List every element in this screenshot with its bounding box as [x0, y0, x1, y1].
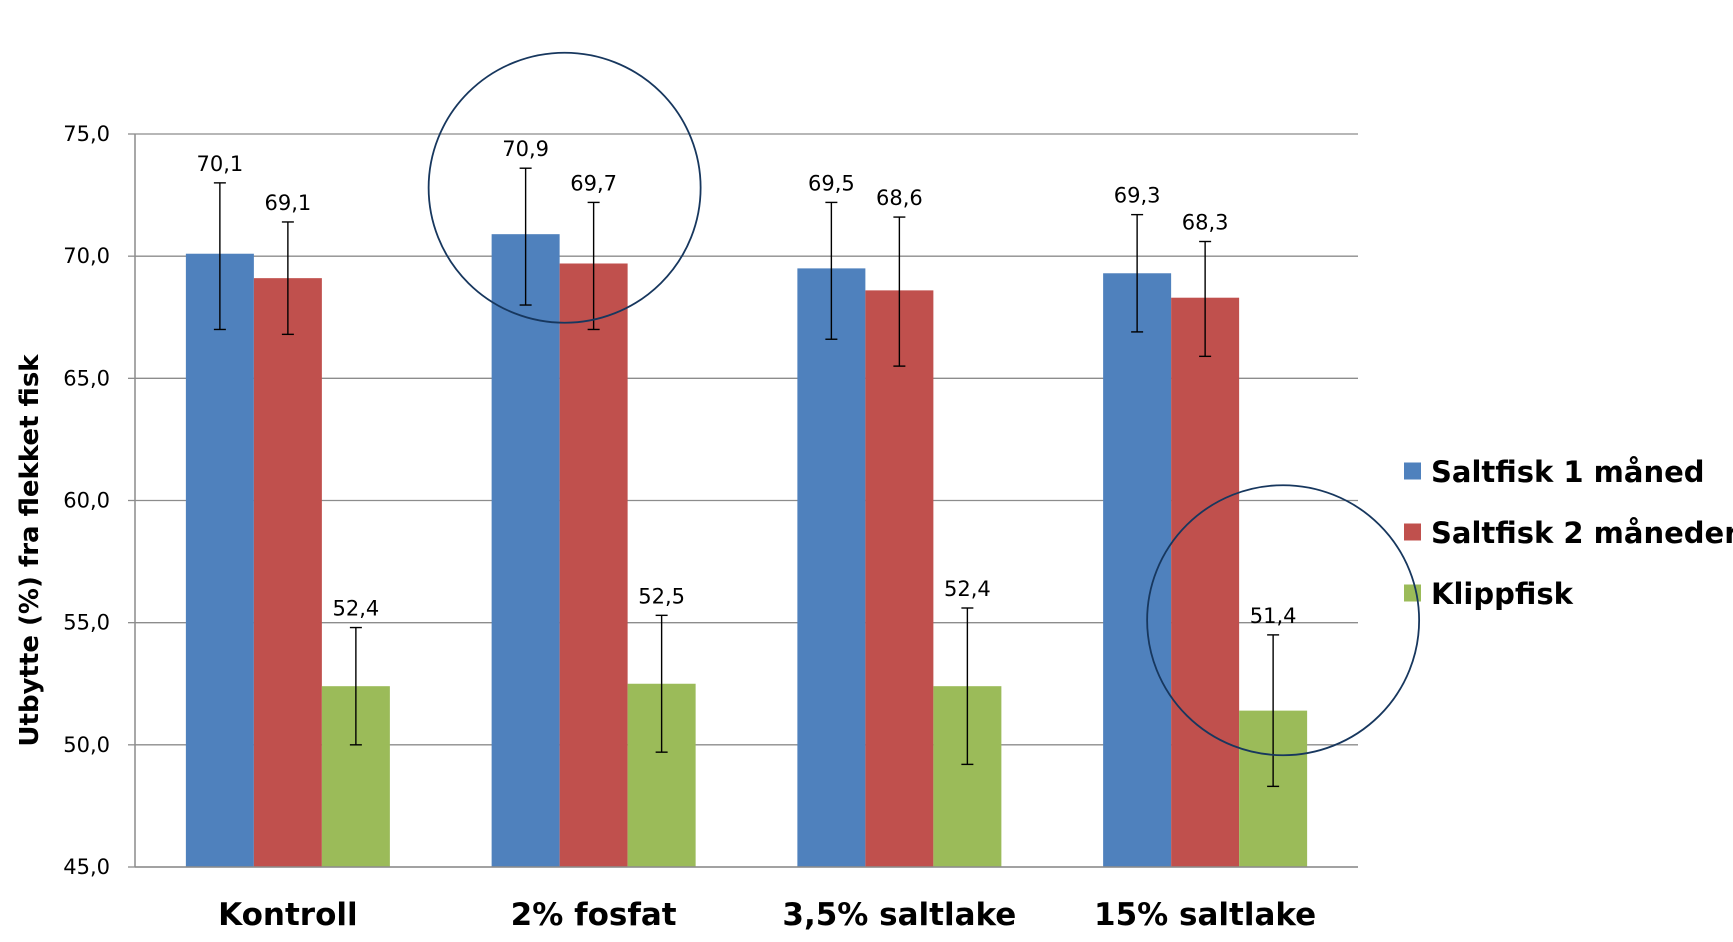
y-tick-label: 65,0: [63, 366, 110, 390]
legend-swatch: [1404, 523, 1421, 541]
annotation-circle: [1146, 484, 1421, 757]
data-label: 69,1: [264, 191, 311, 215]
data-label: 68,6: [876, 186, 923, 210]
data-label: 70,9: [502, 137, 549, 161]
data-label: 69,5: [808, 171, 855, 195]
data-label-layer: 70,1 69,1 52,4 70,9 69,7 52,5 69,5 68,6 52,4 69,3…: [196, 137, 1296, 628]
legend: Saltfisk 1 måned Saltfisk 2 måneder Klippf…: [1404, 455, 1733, 611]
legend-swatch: [1404, 584, 1421, 602]
data-label: 51,4: [1250, 604, 1297, 628]
x-category-label: 15% saltlake: [1094, 897, 1316, 933]
bar: [559, 263, 628, 867]
x-category-label: Kontroll: [218, 897, 358, 933]
y-axis-title: Utbytte (%) fra flekket fisk: [15, 354, 45, 747]
bar-layer: [185, 234, 1308, 868]
bar: [1171, 297, 1240, 867]
y-tick-label: 45,0: [63, 855, 110, 879]
data-label: 52,4: [944, 577, 991, 601]
annotation-circle: [427, 51, 702, 324]
bar: [865, 290, 934, 868]
data-label: 68,3: [1182, 211, 1229, 235]
bar: [797, 268, 866, 868]
data-label: 69,3: [1114, 184, 1161, 208]
y-tick-label: 70,0: [63, 244, 110, 268]
axis-layer: 45,0 50,0 55,0 60,0 65,0 70,0 75,0 Utbytte (%) …: [15, 122, 1358, 933]
legend-label: Saltfisk 2 måneder: [1431, 516, 1733, 550]
y-tick-label: 55,0: [63, 611, 110, 635]
legend-swatch: [1404, 462, 1421, 480]
annotation-layer: [427, 51, 1421, 757]
y-tick-label: 60,0: [63, 489, 110, 513]
data-label: 52,4: [332, 597, 379, 621]
data-label: 70,1: [196, 152, 243, 176]
error-bar-layer: [213, 167, 1280, 788]
legend-label: Klippfisk: [1431, 577, 1574, 611]
legend-label: Saltfisk 1 måned: [1431, 455, 1705, 489]
data-label: 69,7: [570, 171, 617, 195]
x-category-label: 2% fosfat: [511, 897, 677, 933]
bar: [253, 278, 322, 867]
y-tick-label: 50,0: [63, 733, 110, 757]
bar: [185, 253, 254, 867]
bar: [1103, 273, 1172, 867]
y-tick-label: 75,0: [63, 122, 110, 146]
x-category-label: 3,5% saltlake: [782, 897, 1016, 933]
bar: [491, 234, 560, 868]
data-label: 52,5: [638, 584, 685, 608]
